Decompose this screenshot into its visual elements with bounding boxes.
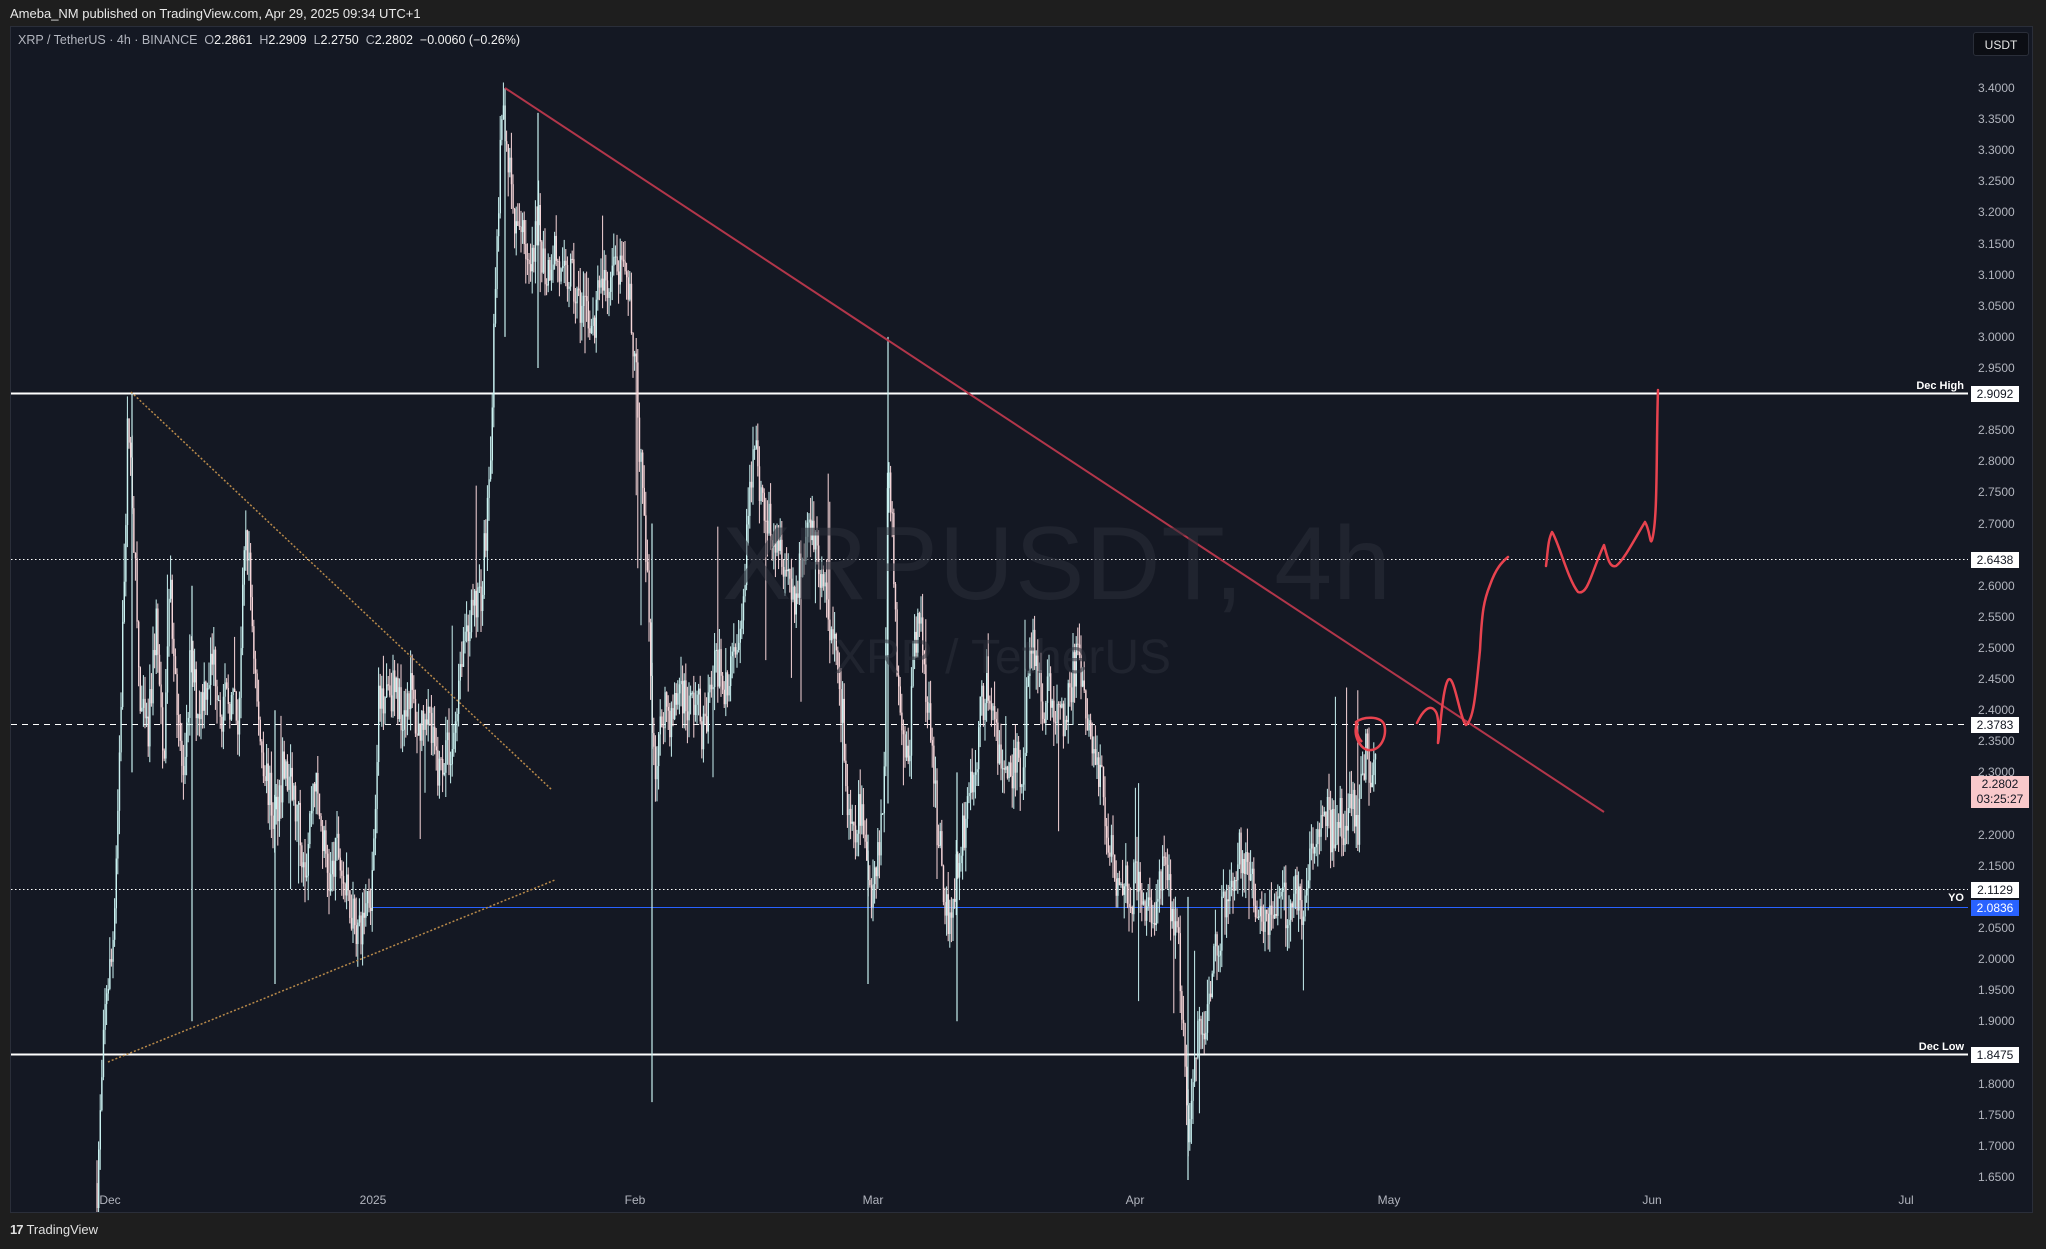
bar-countdown: 03:25:27 (1976, 792, 2024, 806)
low-label: L (313, 33, 321, 47)
price-tick: 2.2000 (1978, 827, 2015, 842)
price-tick: 2.5500 (1978, 609, 2015, 624)
time-tick: 2025 (359, 1193, 387, 1207)
price-tick: 1.7000 (1978, 1138, 2015, 1153)
symbol-legend[interactable]: XRP / TetherUS · 4h · BINANCE O2.2861 H2… (18, 33, 520, 47)
time-tick: Apr (1125, 1193, 1145, 1207)
chart-panel[interactable] (10, 26, 2033, 1213)
candles (96, 82, 1377, 1212)
price-tick: 3.1000 (1978, 267, 2015, 282)
open-value: 2.2861 (214, 33, 253, 47)
price-tick: 3.3000 (1978, 143, 2015, 158)
open-label: O (204, 33, 215, 47)
level-name-label: YO (1948, 891, 1964, 904)
tradingview-brand: TradingView (26, 1222, 99, 1237)
price-tick: 2.8000 (1978, 454, 2015, 469)
change-value: −0.0060 (−0.26%) (419, 33, 520, 47)
price-tick: 1.7500 (1978, 1107, 2015, 1122)
price-tick: 2.5000 (1978, 640, 2015, 655)
level-price-label: 1.8475 (1971, 1046, 2019, 1063)
price-tick: 2.4500 (1978, 672, 2015, 687)
current-price-label: 2.2802 03:25:27 (1971, 776, 2029, 808)
price-tick: 3.3500 (1978, 112, 2015, 127)
price-tick: 2.7000 (1978, 516, 2015, 531)
price-tick: 2.1500 (1978, 858, 2015, 873)
price-tick: 3.2500 (1978, 174, 2015, 189)
high-label: H (259, 33, 269, 47)
watermark-symbol: XRPUSDT, 4h (722, 506, 1392, 622)
time-tick: May (1377, 1193, 1401, 1207)
time-tick: Jul (1898, 1193, 1914, 1207)
price-tick: 2.9500 (1978, 360, 2015, 375)
highlight-circle[interactable] (1354, 716, 1387, 752)
price-tick: 2.7500 (1978, 485, 2015, 500)
low-value: 2.2750 (320, 33, 359, 47)
price-tick: 3.0000 (1978, 329, 2015, 344)
level-price-label: 2.6438 (1971, 551, 2019, 568)
price-tick: 1.9000 (1978, 1014, 2015, 1029)
current-price-value: 2.2802 (1981, 777, 2019, 791)
triangle-lower-line[interactable] (107, 879, 556, 1063)
level-price-label: 2.1129 (1971, 881, 2019, 898)
symbol-title[interactable]: XRP / TetherUS · 4h · BINANCE (18, 33, 198, 47)
level-price-label: 2.9092 (1971, 385, 2019, 402)
price-tick: 2.0000 (1978, 952, 2015, 967)
price-tick: 3.4000 (1978, 81, 2015, 95)
price-tick: 2.3000 (1978, 765, 2015, 780)
triangle-upper-line[interactable] (130, 391, 553, 791)
price-tick: 2.6000 (1978, 578, 2015, 593)
price-tick: 2.0500 (1978, 920, 2015, 935)
projection-path[interactable] (1415, 388, 1660, 745)
price-tick: 2.3500 (1978, 734, 2015, 749)
currency-button[interactable]: USDT (1973, 32, 2029, 56)
tradingview-logo-icon: 17 (10, 1222, 24, 1237)
close-label: C (365, 33, 375, 47)
price-tick: 3.2000 (1978, 205, 2015, 220)
time-tick: Dec (99, 1193, 121, 1207)
time-tick: Feb (624, 1193, 646, 1207)
drawings (107, 87, 1660, 1063)
close-value: 2.2802 (374, 33, 413, 47)
price-tick: 2.4000 (1978, 703, 2015, 718)
time-tick: Mar (862, 1193, 884, 1207)
publish-info: Ameba_NM published on TradingView.com, A… (10, 6, 421, 21)
level-name-label: Dec High (1916, 379, 1964, 392)
level-price-label: 2.3783 (1971, 716, 2019, 733)
price-tick: 3.1500 (1978, 236, 2015, 251)
level-name-label: Dec Low (1918, 1040, 1964, 1053)
price-tick: 1.8000 (1978, 1076, 2015, 1091)
price-tick: 1.9500 (1978, 983, 2015, 998)
price-tick: 1.6500 (1978, 1169, 2015, 1184)
level-price-label: 2.0836 (1971, 899, 2019, 916)
horizontal-levels (11, 392, 1968, 1056)
watermark-description: XRP / TetherUS (834, 631, 1172, 684)
time-tick: Jun (1642, 1193, 1662, 1207)
high-value: 2.2909 (268, 33, 307, 47)
price-tick: 2.8500 (1978, 423, 2015, 438)
price-tick: 3.0500 (1978, 298, 2015, 313)
footer[interactable]: 17 TradingView (10, 1222, 98, 1237)
downtrend-line[interactable] (504, 87, 1605, 813)
